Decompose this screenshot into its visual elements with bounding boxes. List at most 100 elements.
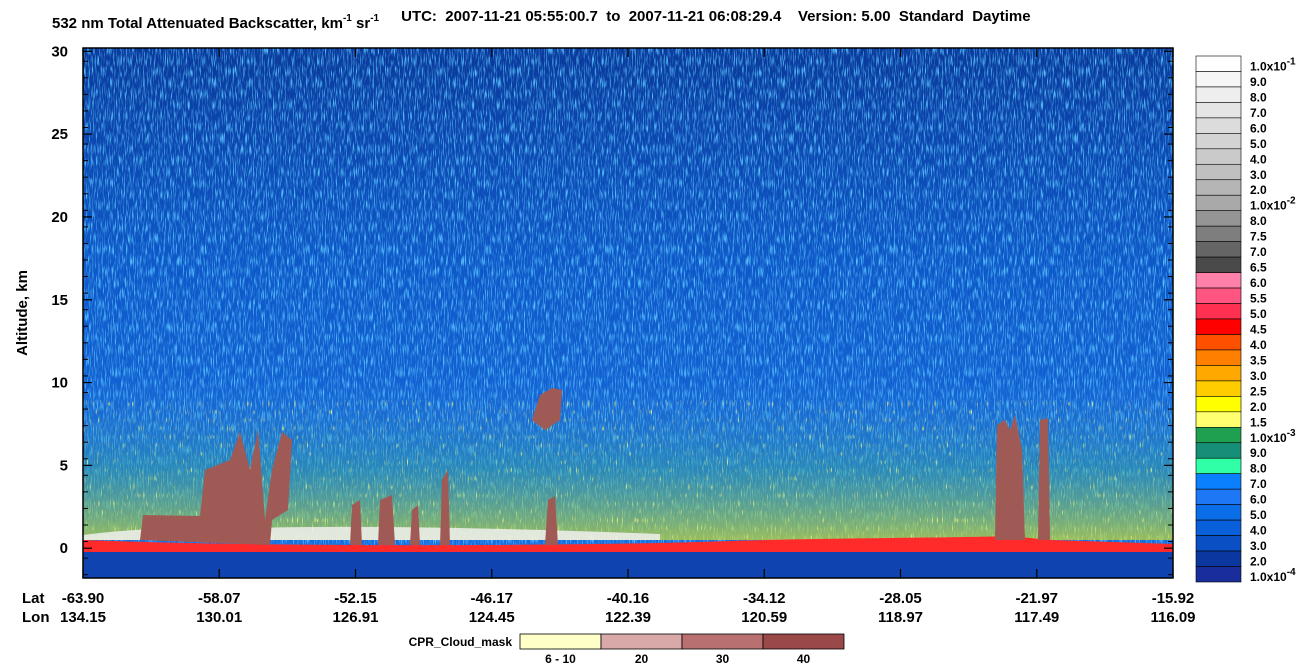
- colorbar-label-text: 1.0x10: [1250, 570, 1287, 584]
- colorbar-label-exponent: -1: [1287, 56, 1296, 67]
- colorbar-swatch: [1195, 318, 1242, 335]
- colorbar-swatch: [1195, 272, 1242, 289]
- colorbar-label-text: 8.0: [1250, 462, 1267, 476]
- lon-tick-label: 126.91: [333, 609, 379, 626]
- lat-tick-label: -63.90: [62, 590, 105, 607]
- colorbar-label: 3.0: [1250, 369, 1267, 383]
- colorbar-label-text: 5.0: [1250, 137, 1267, 151]
- colorbar-label-text: 2.0: [1250, 400, 1267, 414]
- lon-tick-label: 130.01: [196, 609, 242, 626]
- title-superscript: -1: [370, 13, 379, 24]
- colorbar-swatch: [1195, 504, 1242, 521]
- y-tick-label: 0: [60, 540, 68, 557]
- colorbar-label: 8.0: [1250, 462, 1267, 476]
- lon-tick-label: 118.97: [878, 609, 923, 626]
- cpr-legend-label: 6 - 10: [545, 652, 576, 666]
- colorbar-label: 4.5: [1250, 322, 1267, 336]
- colorbar-swatch: [1195, 303, 1242, 320]
- colorbar-swatch: [1195, 163, 1242, 181]
- colorbar-swatch: [1195, 365, 1242, 382]
- colorbar-label: 6.0: [1250, 121, 1267, 135]
- colorbar-label: 2.0: [1250, 555, 1267, 569]
- cpr-legend-label: 20: [635, 652, 649, 666]
- colorbar-label-text: 1.0x10: [1250, 199, 1287, 213]
- colorbar-label-exponent: -2: [1287, 196, 1296, 207]
- colorbar-label: 3.0: [1250, 539, 1267, 553]
- x-row-name: Lon: [22, 609, 50, 626]
- colorbar-swatch: [1195, 287, 1242, 304]
- lat-tick-label: -21.97: [1015, 590, 1058, 607]
- lat-tick-label: -52.15: [334, 590, 377, 607]
- colorbar-label: 5.0: [1250, 137, 1267, 151]
- lon-tick-label: 134.15: [60, 609, 106, 626]
- colorbar-label: 7.0: [1250, 245, 1267, 259]
- colorbar-label: 1.5: [1250, 415, 1267, 429]
- colorbar-label: 9.0: [1250, 446, 1267, 460]
- colorbar-swatch: [1195, 473, 1242, 490]
- cpr-legend-swatch: [681, 633, 764, 650]
- colorbar-label: 4.0: [1250, 524, 1267, 538]
- lon-tick-label: 122.39: [605, 609, 651, 626]
- backscatter-image: [83, 48, 1173, 578]
- colorbar-label-text: 5.0: [1250, 307, 1267, 321]
- colorbar-swatch: [1195, 117, 1242, 134]
- colorbar-label-text: 5.5: [1250, 292, 1267, 306]
- cpr-legend: CPR_Cloud_mask 6 - 10 20 30 40: [409, 633, 845, 666]
- title-text: sr: [352, 15, 371, 32]
- y-tick-label: 30: [51, 43, 68, 60]
- colorbar-label: 4.0: [1250, 338, 1267, 352]
- colorbar-label: 6.0: [1250, 276, 1267, 290]
- y-tick-label: 10: [51, 375, 68, 392]
- colorbar-label-text: 3.5: [1250, 353, 1267, 367]
- colorbar-swatch: [1195, 133, 1242, 150]
- colorbar-swatch: [1195, 225, 1242, 242]
- colorbar-label-text: 6.0: [1250, 276, 1267, 290]
- colorbar-label: 1.0x10-3: [1250, 428, 1296, 445]
- lat-tick-label: -34.12: [743, 590, 786, 607]
- lon-tick-label: 117.49: [1014, 609, 1059, 626]
- colorbar-label-text: 4.5: [1250, 322, 1267, 336]
- colorbar-swatch: [1195, 380, 1242, 397]
- colorbar-label-text: 1.5: [1250, 415, 1267, 429]
- lat-tick-label: -58.07: [198, 590, 241, 607]
- cpr-legend-swatch: [519, 633, 602, 650]
- colorbar-label-text: 8.0: [1250, 214, 1267, 228]
- colorbar-swatch: [1195, 535, 1242, 552]
- colorbar-swatch: [1195, 241, 1242, 258]
- colorbar-label-text: 8.0: [1250, 90, 1267, 104]
- colorbar-label-exponent: -3: [1287, 428, 1296, 439]
- colorbar-label-text: 1.0x10: [1250, 59, 1287, 73]
- colorbar-label: 8.0: [1250, 214, 1267, 228]
- colorbar-swatch: [1195, 334, 1242, 351]
- lat-tick-label: -46.17: [470, 590, 513, 607]
- y-tick-label: 5: [60, 457, 68, 474]
- y-axis-label: Altitude, km: [14, 270, 31, 356]
- colorbar-label: 2.5: [1250, 384, 1267, 398]
- colorbar-label-text: 7.0: [1250, 477, 1267, 491]
- colorbar-swatch: [1195, 426, 1242, 444]
- cloud-mask: [140, 388, 1050, 545]
- cpr-legend-title: CPR_Cloud_mask: [409, 635, 513, 649]
- colorbar-label: 5.0: [1250, 508, 1267, 522]
- colorbar-swatch: [1195, 86, 1242, 103]
- colorbar-label-text: 2.5: [1250, 384, 1267, 398]
- colorbar-label-text: 1.0x10: [1250, 431, 1287, 445]
- colorbar-label: 3.0: [1250, 168, 1267, 182]
- title-text: 532 nm Total Attenuated Backscatter, km: [52, 15, 343, 32]
- lat-tick-label: -40.16: [607, 590, 650, 607]
- colorbar-label-text: 5.0: [1250, 508, 1267, 522]
- colorbar-swatch: [1195, 102, 1242, 119]
- colorbar-label: 6.0: [1250, 493, 1267, 507]
- colorbar-swatch: [1195, 457, 1242, 475]
- colorbar-label-text: 3.0: [1250, 168, 1267, 182]
- colorbar-swatch: [1195, 411, 1242, 428]
- colorbar-label: 8.0: [1250, 90, 1267, 104]
- colorbar-label-text: 3.0: [1250, 369, 1267, 383]
- lat-tick-label: -15.92: [1152, 590, 1195, 607]
- lon-tick-label: 116.09: [1150, 609, 1195, 626]
- colorbar-label: 2.0: [1250, 183, 1267, 197]
- colorbar-label-text: 6.0: [1250, 121, 1267, 135]
- colorbar-label: 7.5: [1250, 230, 1267, 244]
- colorbar-swatch: [1195, 566, 1242, 583]
